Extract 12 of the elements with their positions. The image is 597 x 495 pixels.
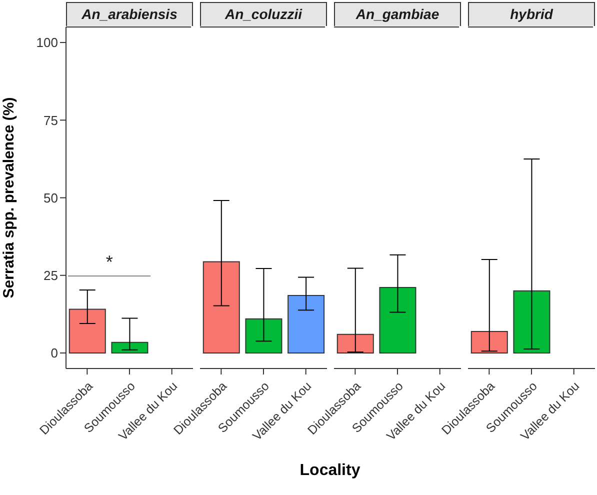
y-tick-label: 25 bbox=[44, 268, 58, 283]
y-tick-label: 100 bbox=[36, 35, 58, 50]
annotation: * bbox=[104, 252, 114, 273]
chart-title: An_coluzzii bbox=[200, 2, 327, 26]
y-tick-label: 50 bbox=[44, 190, 58, 206]
y-tick-label: 75 bbox=[44, 112, 58, 128]
y-tick-label: 0 bbox=[50, 346, 58, 361]
chart-title: hybrid bbox=[468, 2, 595, 26]
chart-title: An_gambiae bbox=[334, 2, 461, 26]
chart-title: An_arabiensis bbox=[66, 2, 193, 26]
x-axis-title: Locality bbox=[298, 462, 362, 480]
y-axis-title: Serratia spp. prevalence (%) bbox=[0, 97, 18, 298]
